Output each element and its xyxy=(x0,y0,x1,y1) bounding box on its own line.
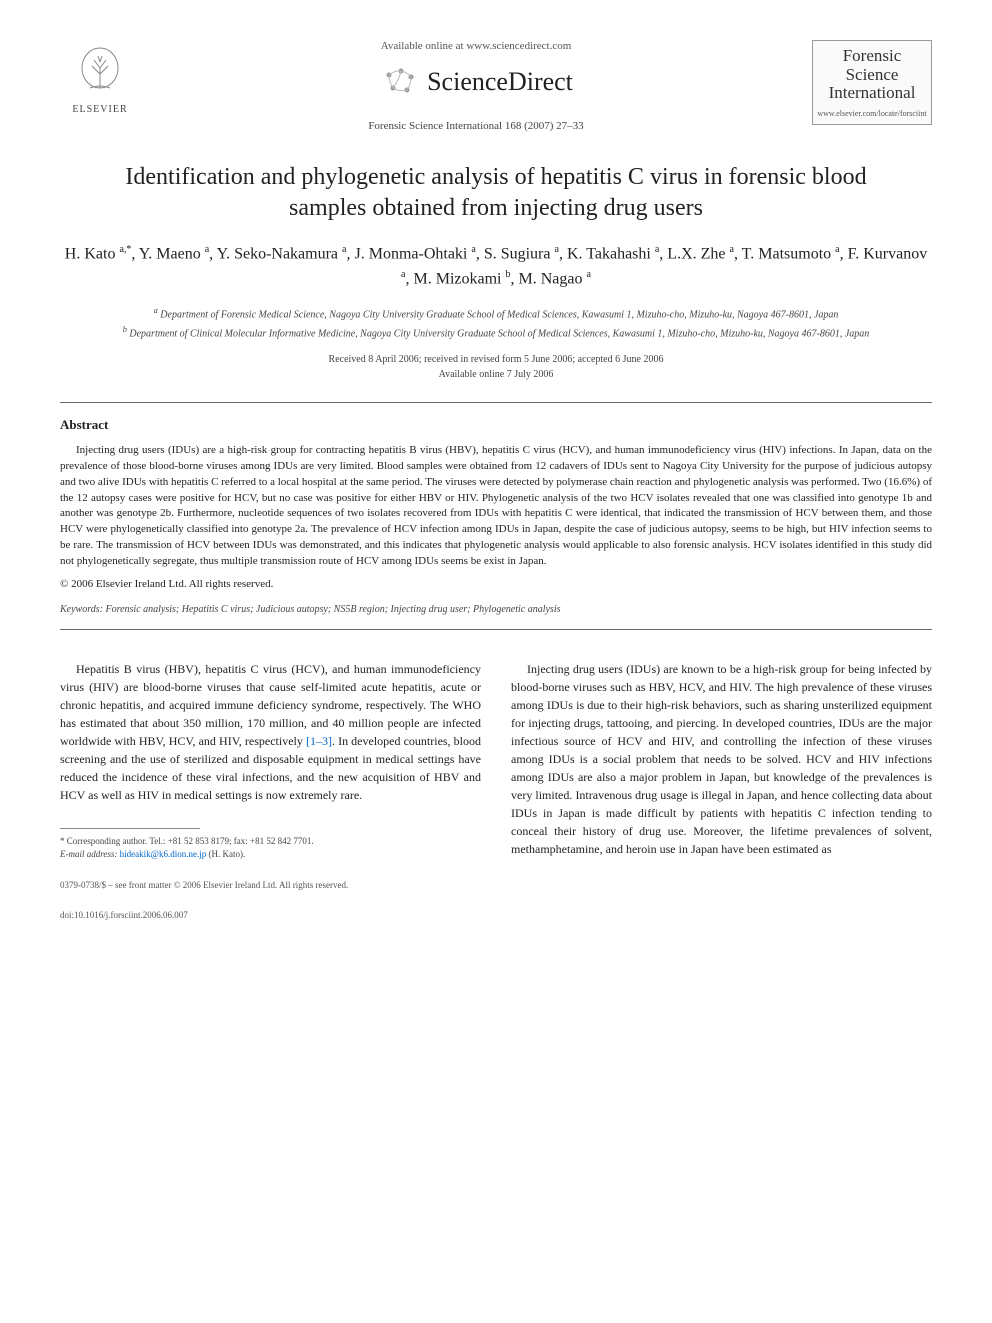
issn-front-matter: 0379-0738/$ – see front matter © 2006 El… xyxy=(60,880,932,890)
available-online-line: Available online 7 July 2006 xyxy=(60,367,932,382)
affiliation-a: a Department of Forensic Medical Science… xyxy=(60,305,932,322)
corr-author-line: * Corresponding author. Tel.: +81 52 853… xyxy=(60,835,481,848)
received-accepted-line: Received 8 April 2006; received in revis… xyxy=(60,352,932,367)
sciencedirect-icon xyxy=(379,62,419,102)
corresponding-author-footnote: * Corresponding author. Tel.: +81 52 853… xyxy=(60,835,481,860)
corr-author-email[interactable]: hideakik@k6.dion.ne.jp xyxy=(120,849,207,859)
divider-top xyxy=(60,402,932,403)
keywords-label: Keywords: xyxy=(60,604,103,615)
journal-cover-block: Forensic Science International www.elsev… xyxy=(812,40,932,125)
page-header: ELSEVIER Available online at www.science… xyxy=(60,40,932,132)
doi-line: doi:10.1016/j.forsciint.2006.06.007 xyxy=(60,910,932,920)
citation-line: Forensic Science International 168 (2007… xyxy=(368,120,583,132)
journal-title-line2: Science xyxy=(817,66,927,85)
affiliation-b: b Department of Clinical Molecular Infor… xyxy=(60,324,932,341)
journal-url: www.elsevier.com/locate/forsciint xyxy=(817,109,927,118)
reference-link-1-3[interactable]: [1–3] xyxy=(306,734,332,748)
corr-author-name: (H. Kato). xyxy=(208,849,245,859)
abstract-text: Injecting drug users (IDUs) are a high-r… xyxy=(60,443,932,571)
abstract-copyright: © 2006 Elsevier Ireland Ltd. All rights … xyxy=(60,578,932,590)
abstract-heading: Abstract xyxy=(60,417,932,433)
intro-paragraph-1: Hepatitis B virus (HBV), hepatitis C vir… xyxy=(60,660,481,804)
divider-bottom xyxy=(60,629,932,630)
author-list: H. Kato a,*, Y. Maeno a, Y. Seko-Nakamur… xyxy=(60,242,932,291)
journal-title-line1: Forensic xyxy=(817,47,927,66)
article-title: Identification and phylogenetic analysis… xyxy=(90,162,902,224)
sciencedirect-block: ScienceDirect xyxy=(379,62,573,102)
body-column-right: Injecting drug users (IDUs) are known to… xyxy=(511,660,932,860)
body-columns: Hepatitis B virus (HBV), hepatitis C vir… xyxy=(60,660,932,860)
elsevier-tree-icon xyxy=(70,40,130,100)
keywords-line: Keywords: Forensic analysis; Hepatitis C… xyxy=(60,604,932,615)
journal-title-line3: International xyxy=(817,84,927,103)
article-dates: Received 8 April 2006; received in revis… xyxy=(60,352,932,382)
affiliations: a Department of Forensic Medical Science… xyxy=(60,305,932,342)
publisher-logo-block: ELSEVIER xyxy=(60,40,140,115)
body-column-left: Hepatitis B virus (HBV), hepatitis C vir… xyxy=(60,660,481,860)
footnote-rule xyxy=(60,828,200,829)
available-online-text: Available online at www.sciencedirect.co… xyxy=(381,40,572,52)
center-header: Available online at www.sciencedirect.co… xyxy=(140,40,812,132)
intro-paragraph-2: Injecting drug users (IDUs) are known to… xyxy=(511,660,932,858)
keywords-list: Forensic analysis; Hepatitis C virus; Ju… xyxy=(105,604,560,615)
corr-email-line: E-mail address: hideakik@k6.dion.ne.jp (… xyxy=(60,848,481,861)
elsevier-label: ELSEVIER xyxy=(72,104,127,115)
email-label: E-mail address: xyxy=(60,849,117,859)
sciencedirect-wordmark: ScienceDirect xyxy=(427,67,573,97)
